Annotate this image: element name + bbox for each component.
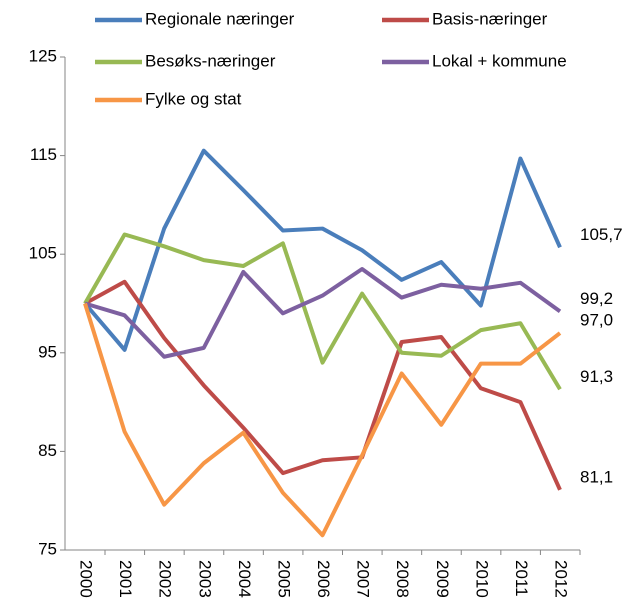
- legend-label: Fylke og stat: [145, 89, 242, 108]
- series-line: [83, 148, 562, 352]
- x-tick-label: 2002: [156, 560, 175, 598]
- x-tick-label: 2005: [274, 560, 293, 598]
- x-tick-label: 2006: [314, 560, 333, 598]
- legend-label: Basis-næringer: [432, 9, 548, 28]
- legend-label: Lokal + kommune: [432, 51, 567, 70]
- x-tick-label: 2000: [77, 560, 96, 598]
- x-tick-label: 2003: [195, 560, 214, 598]
- data-label: 81,1: [580, 467, 613, 486]
- y-tick-label: 95: [38, 342, 57, 361]
- data-label: 97,0: [580, 311, 613, 330]
- x-tick-label: 2004: [235, 560, 254, 598]
- y-tick-label: 105: [29, 244, 57, 263]
- x-tick-label: 2010: [472, 560, 491, 598]
- x-tick-label: 2001: [116, 560, 135, 598]
- y-tick-label: 85: [38, 441, 57, 460]
- x-tick-label: 2008: [393, 560, 412, 598]
- y-tick-label: 125: [29, 46, 57, 65]
- series-line: [84, 266, 562, 359]
- x-tick-label: 2011: [512, 560, 531, 597]
- y-tick-label: 115: [30, 145, 57, 164]
- series-line: [84, 279, 562, 491]
- x-tick-label: 2012: [552, 560, 571, 598]
- data-label: 91,3: [580, 367, 613, 386]
- series-line: [83, 302, 562, 538]
- legend-label: Besøks-næringer: [145, 51, 276, 70]
- data-label: 99,2: [580, 289, 613, 308]
- data-label: 105,7: [580, 225, 623, 244]
- y-tick-label: 75: [38, 539, 57, 558]
- x-tick-label: 2007: [354, 560, 373, 598]
- x-tick-label: 2009: [433, 560, 452, 598]
- series-line: [83, 232, 562, 391]
- legend-label: Regionale næringer: [145, 9, 295, 28]
